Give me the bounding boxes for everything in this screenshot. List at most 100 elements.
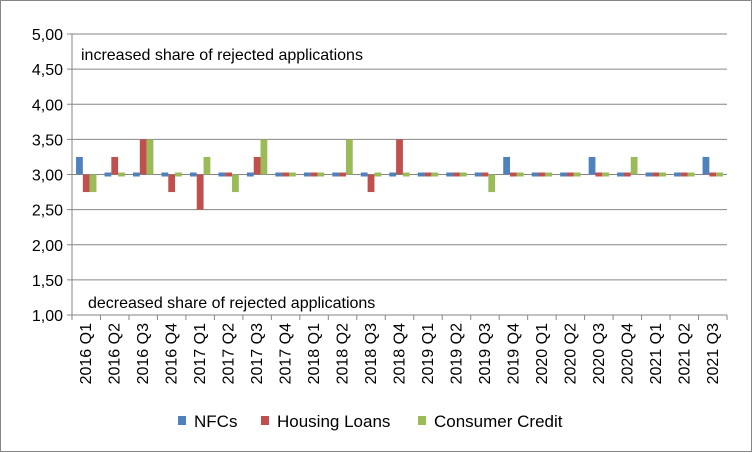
x-tick-label: 2017 Q4	[278, 323, 295, 384]
bars	[76, 139, 723, 210]
x-axis-ticks: 2016 Q1 2016 Q2 2016 Q3 2016 Q4 2017 Q1 2017 …	[71, 315, 728, 384]
bar-housing-loans	[396, 139, 403, 175]
y-tick-label: 3,50	[32, 132, 63, 149]
x-tick-label: 2018 Q2	[335, 323, 352, 384]
bar-nfcs	[588, 156, 596, 175]
bar-consumer-credit	[232, 174, 239, 193]
x-tick-label: 2019 Q3	[477, 323, 494, 384]
x-tick-label: 2021 Q2	[676, 323, 693, 384]
bar-housing-loans	[510, 172, 517, 177]
bar-housing-loans	[367, 174, 375, 193]
bar-housing-loans	[652, 172, 660, 177]
y-tick-label: 1,00	[32, 308, 63, 325]
bar-nfcs	[161, 172, 169, 177]
bar-consumer-credit	[488, 174, 496, 193]
y-tick-label: 2,00	[32, 238, 63, 255]
x-tick-label: 2016 Q4	[164, 323, 181, 384]
bar-consumer-credit	[146, 139, 154, 175]
bar-consumer-credit	[402, 172, 410, 177]
bar-housing-loans	[453, 172, 460, 177]
legend-label: NFCs	[194, 412, 237, 431]
y-tick-label: 4,00	[32, 97, 63, 114]
bar-housing-loans	[424, 172, 432, 177]
bar-consumer-credit	[659, 172, 667, 177]
bar-nfcs	[474, 172, 482, 177]
bar-nfcs	[332, 172, 340, 177]
bar-nfcs	[275, 172, 283, 177]
bar-housing-loans	[310, 172, 318, 177]
legend-swatch	[418, 416, 426, 425]
bar-consumer-credit	[431, 172, 439, 177]
x-tick-label: 2019 Q2	[448, 323, 465, 384]
bar-nfcs	[417, 172, 425, 177]
x-tick-label: 2017 Q3	[249, 323, 266, 384]
bar-housing-loans	[282, 172, 289, 177]
x-tick-label: 2018 Q1	[306, 323, 323, 384]
bar-nfcs	[76, 156, 83, 175]
bar-nfcs	[645, 172, 653, 177]
bar-housing-loans	[225, 172, 233, 177]
bar-nfcs	[246, 172, 254, 177]
bar-nfcs	[360, 172, 368, 177]
bar-nfcs	[303, 172, 311, 177]
bar-housing-loans	[538, 172, 546, 177]
bar-housing-loans	[253, 156, 261, 175]
x-tick-label: 2021 Q1	[648, 323, 665, 384]
bar-housing-loans	[566, 172, 574, 177]
bar-housing-loans	[623, 172, 631, 177]
bar-housing-loans	[139, 139, 147, 175]
bar-consumer-credit	[175, 172, 182, 177]
x-tick-label: 2018 Q3	[363, 323, 380, 384]
bar-housing-loans	[595, 172, 603, 177]
bar-nfcs	[560, 172, 567, 177]
bar-consumer-credit	[345, 139, 353, 175]
bar-consumer-credit	[716, 172, 723, 177]
x-tick-label: 2016 Q1	[78, 323, 95, 384]
bar-nfcs	[446, 172, 454, 177]
x-tick-label: 2016 Q3	[135, 323, 152, 384]
x-tick-label: 2020 Q1	[534, 323, 551, 384]
bar-consumer-credit	[602, 172, 610, 177]
x-tick-label: 2019 Q1	[420, 323, 437, 384]
bar-consumer-credit	[374, 172, 382, 177]
y-axis-ticks: 1,00 1,50 2,00 2,50 3,00 3,50 4,00 4,50 5,00	[32, 27, 72, 325]
bar-nfcs	[218, 172, 226, 177]
bar-nfcs	[617, 172, 624, 177]
bar-nfcs	[702, 156, 710, 175]
axes	[71, 34, 727, 316]
x-tick-label: 2021 Q3	[705, 323, 722, 384]
y-tick-label: 5,00	[32, 27, 63, 44]
bar-consumer-credit	[630, 156, 638, 175]
legend-swatch	[178, 416, 186, 425]
bar-consumer-credit	[317, 172, 325, 177]
bar-housing-loans	[82, 174, 90, 193]
x-tick-label: 2020 Q2	[562, 323, 579, 384]
bar-consumer-credit	[288, 172, 296, 177]
bar-housing-loans	[168, 174, 176, 193]
y-tick-label: 3,00	[32, 168, 63, 185]
legend: NFCs Housing Loans Consumer Credit	[178, 412, 563, 431]
bar-consumer-credit	[260, 139, 268, 175]
y-tick-label: 2,50	[32, 203, 63, 220]
bar-consumer-credit	[203, 156, 211, 175]
bar-housing-loans	[339, 172, 346, 177]
bar-consumer-credit	[545, 172, 553, 177]
x-tick-label: 2020 Q3	[591, 323, 608, 384]
x-tick-label: 2017 Q2	[221, 323, 238, 384]
bar-nfcs	[503, 156, 511, 175]
bar-housing-loans	[196, 174, 204, 210]
bar-consumer-credit	[516, 172, 524, 177]
x-tick-label: 2016 Q2	[107, 323, 124, 384]
bar-nfcs	[389, 172, 397, 177]
y-tick-label: 4,50	[32, 62, 63, 79]
bar-housing-loans	[709, 172, 717, 177]
legend-label: Consumer Credit	[434, 412, 563, 431]
bar-consumer-credit	[89, 174, 97, 193]
x-tick-label: 2019 Q4	[505, 323, 522, 384]
x-tick-label: 2020 Q4	[619, 323, 636, 384]
bar-consumer-credit	[573, 172, 581, 177]
legend-label: Housing Loans	[277, 412, 390, 431]
annotation-increased: increased share of rejected applications	[81, 47, 363, 64]
